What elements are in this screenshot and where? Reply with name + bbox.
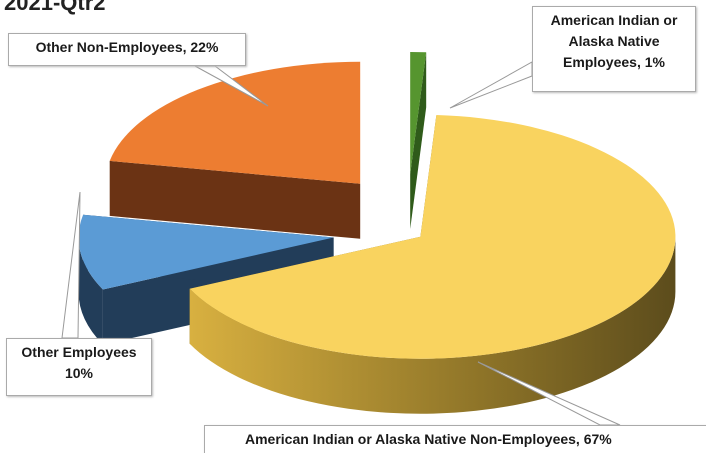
pie [78,52,676,414]
data-label: Other Non-Employees, 22% [8,33,246,66]
slice [78,214,334,290]
slice-wall [78,237,103,345]
data-label: American Indian or Alaska Native Employe… [532,6,696,92]
slice-side [109,160,361,239]
slice [109,61,361,184]
chart-title: 2021-Qtr2 [4,0,106,15]
slice-wall [189,236,676,414]
leader-lines [61,61,621,426]
leader-line [449,61,533,109]
leader-line [61,191,81,339]
data-label: American Indian or Alaska Native Non-Emp… [204,425,706,453]
slice [410,52,427,174]
data-label: Other Employees 10% [6,338,152,396]
slice [189,115,676,359]
slice-side [410,52,427,229]
leader-line [194,65,269,107]
